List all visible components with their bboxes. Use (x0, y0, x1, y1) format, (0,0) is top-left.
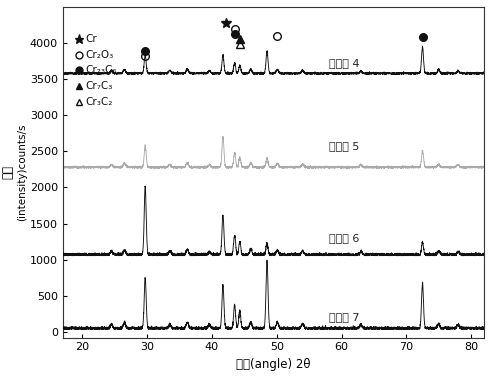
Text: 实施例 7: 实施例 7 (328, 312, 359, 322)
Text: 实施例 4: 实施例 4 (328, 58, 359, 68)
Text: Cr₂₃C₆: Cr₂₃C₆ (85, 65, 117, 76)
Y-axis label: (intensity)counts/s: (intensity)counts/s (17, 124, 27, 221)
Text: Cr₃C₂: Cr₃C₂ (85, 97, 113, 107)
Text: Cr: Cr (85, 34, 97, 44)
X-axis label: 角度(angle) 2θ: 角度(angle) 2θ (236, 358, 311, 371)
Text: 实施例 5: 实施例 5 (328, 141, 359, 151)
Text: Cr₇C₃: Cr₇C₃ (85, 81, 113, 91)
Text: 实施例 6: 实施例 6 (328, 233, 359, 243)
Text: Cr₂O₃: Cr₂O₃ (85, 50, 114, 60)
Text: 强度: 强度 (1, 165, 15, 179)
